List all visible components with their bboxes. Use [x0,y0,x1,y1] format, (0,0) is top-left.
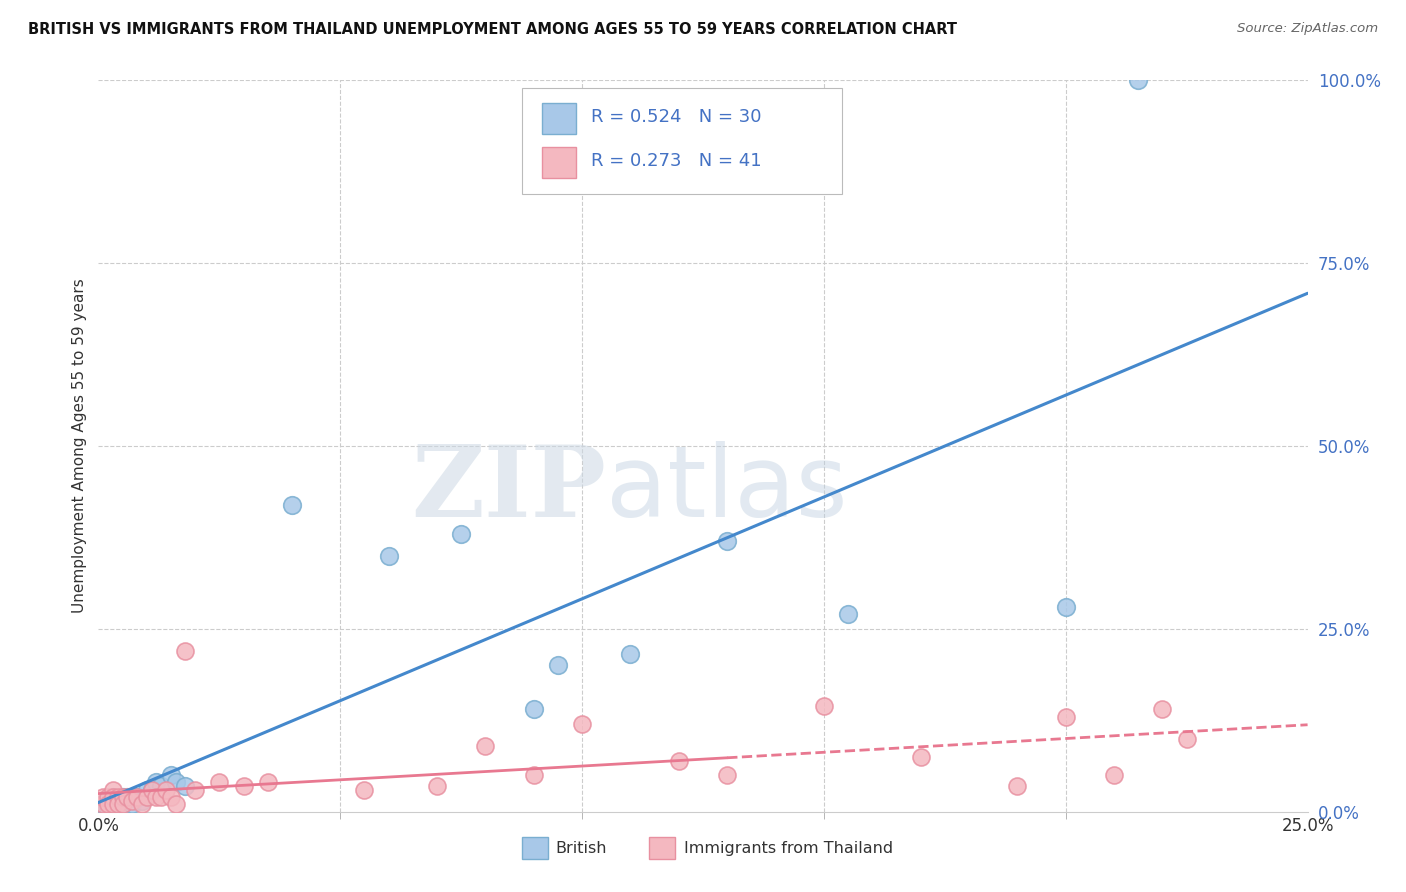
Point [117,790,139,805]
Point [547,658,569,673]
FancyBboxPatch shape [543,103,576,134]
Point [141,782,163,797]
Point [1152,702,1174,716]
Text: Immigrants from Thailand: Immigrants from Thailand [683,841,893,855]
Point [174,779,197,793]
Point [127,790,149,805]
Point [155,782,177,797]
Point [131,794,153,808]
Point [97,790,120,805]
Point [111,790,134,805]
Point [165,775,187,789]
Point [716,768,738,782]
Point [121,794,143,808]
Point [91,790,114,805]
Point [150,779,173,793]
Text: British: British [555,841,607,855]
Point [174,644,197,658]
Point [101,790,124,805]
FancyBboxPatch shape [522,838,548,859]
Point [232,779,254,793]
Point [141,782,163,797]
Point [107,790,129,805]
Point [184,782,207,797]
Point [107,797,129,812]
Point [1054,709,1077,723]
Point [910,749,932,764]
FancyBboxPatch shape [543,147,576,178]
Point [97,794,120,808]
Point [131,797,153,812]
Point [135,790,157,805]
Point [668,754,690,768]
Text: R = 0.524   N = 30: R = 0.524 N = 30 [591,108,761,126]
Point [97,797,120,812]
Point [127,790,149,805]
Point [91,797,114,812]
Point [523,702,546,716]
Point [101,790,124,805]
Point [135,782,157,797]
Point [97,801,120,815]
Text: ZIP: ZIP [412,442,606,539]
Point [117,790,139,805]
Point [813,698,835,713]
Point [1007,779,1029,793]
Point [1102,768,1125,782]
Point [450,526,472,541]
Point [111,790,134,805]
Point [121,797,143,812]
Point [281,498,304,512]
Point [101,797,124,812]
Point [837,607,859,622]
Point [1128,73,1150,87]
Point [107,794,129,808]
Point [619,648,641,662]
Point [1175,731,1198,746]
Point [107,797,129,812]
Point [716,534,738,549]
Text: atlas: atlas [606,442,848,539]
Point [145,790,167,805]
Point [1054,599,1077,614]
Text: R = 0.273   N = 41: R = 0.273 N = 41 [591,152,761,169]
Point [256,775,278,789]
Point [145,775,167,789]
Point [150,790,173,805]
Text: BRITISH VS IMMIGRANTS FROM THAILAND UNEMPLOYMENT AMONG AGES 55 TO 59 YEARS CORRE: BRITISH VS IMMIGRANTS FROM THAILAND UNEM… [28,22,957,37]
Point [426,779,449,793]
Point [523,768,546,782]
FancyBboxPatch shape [522,87,842,194]
Point [474,739,496,753]
Point [111,797,134,812]
Y-axis label: Unemployment Among Ages 55 to 59 years: Unemployment Among Ages 55 to 59 years [72,278,87,614]
Point [571,717,593,731]
Point [208,775,231,789]
Point [91,797,114,812]
Point [160,768,183,782]
Point [353,782,375,797]
Text: Source: ZipAtlas.com: Source: ZipAtlas.com [1237,22,1378,36]
Point [101,782,124,797]
Point [101,797,124,812]
FancyBboxPatch shape [648,838,675,859]
Point [165,797,187,812]
Point [377,549,399,563]
Point [111,797,134,812]
Point [160,790,183,805]
